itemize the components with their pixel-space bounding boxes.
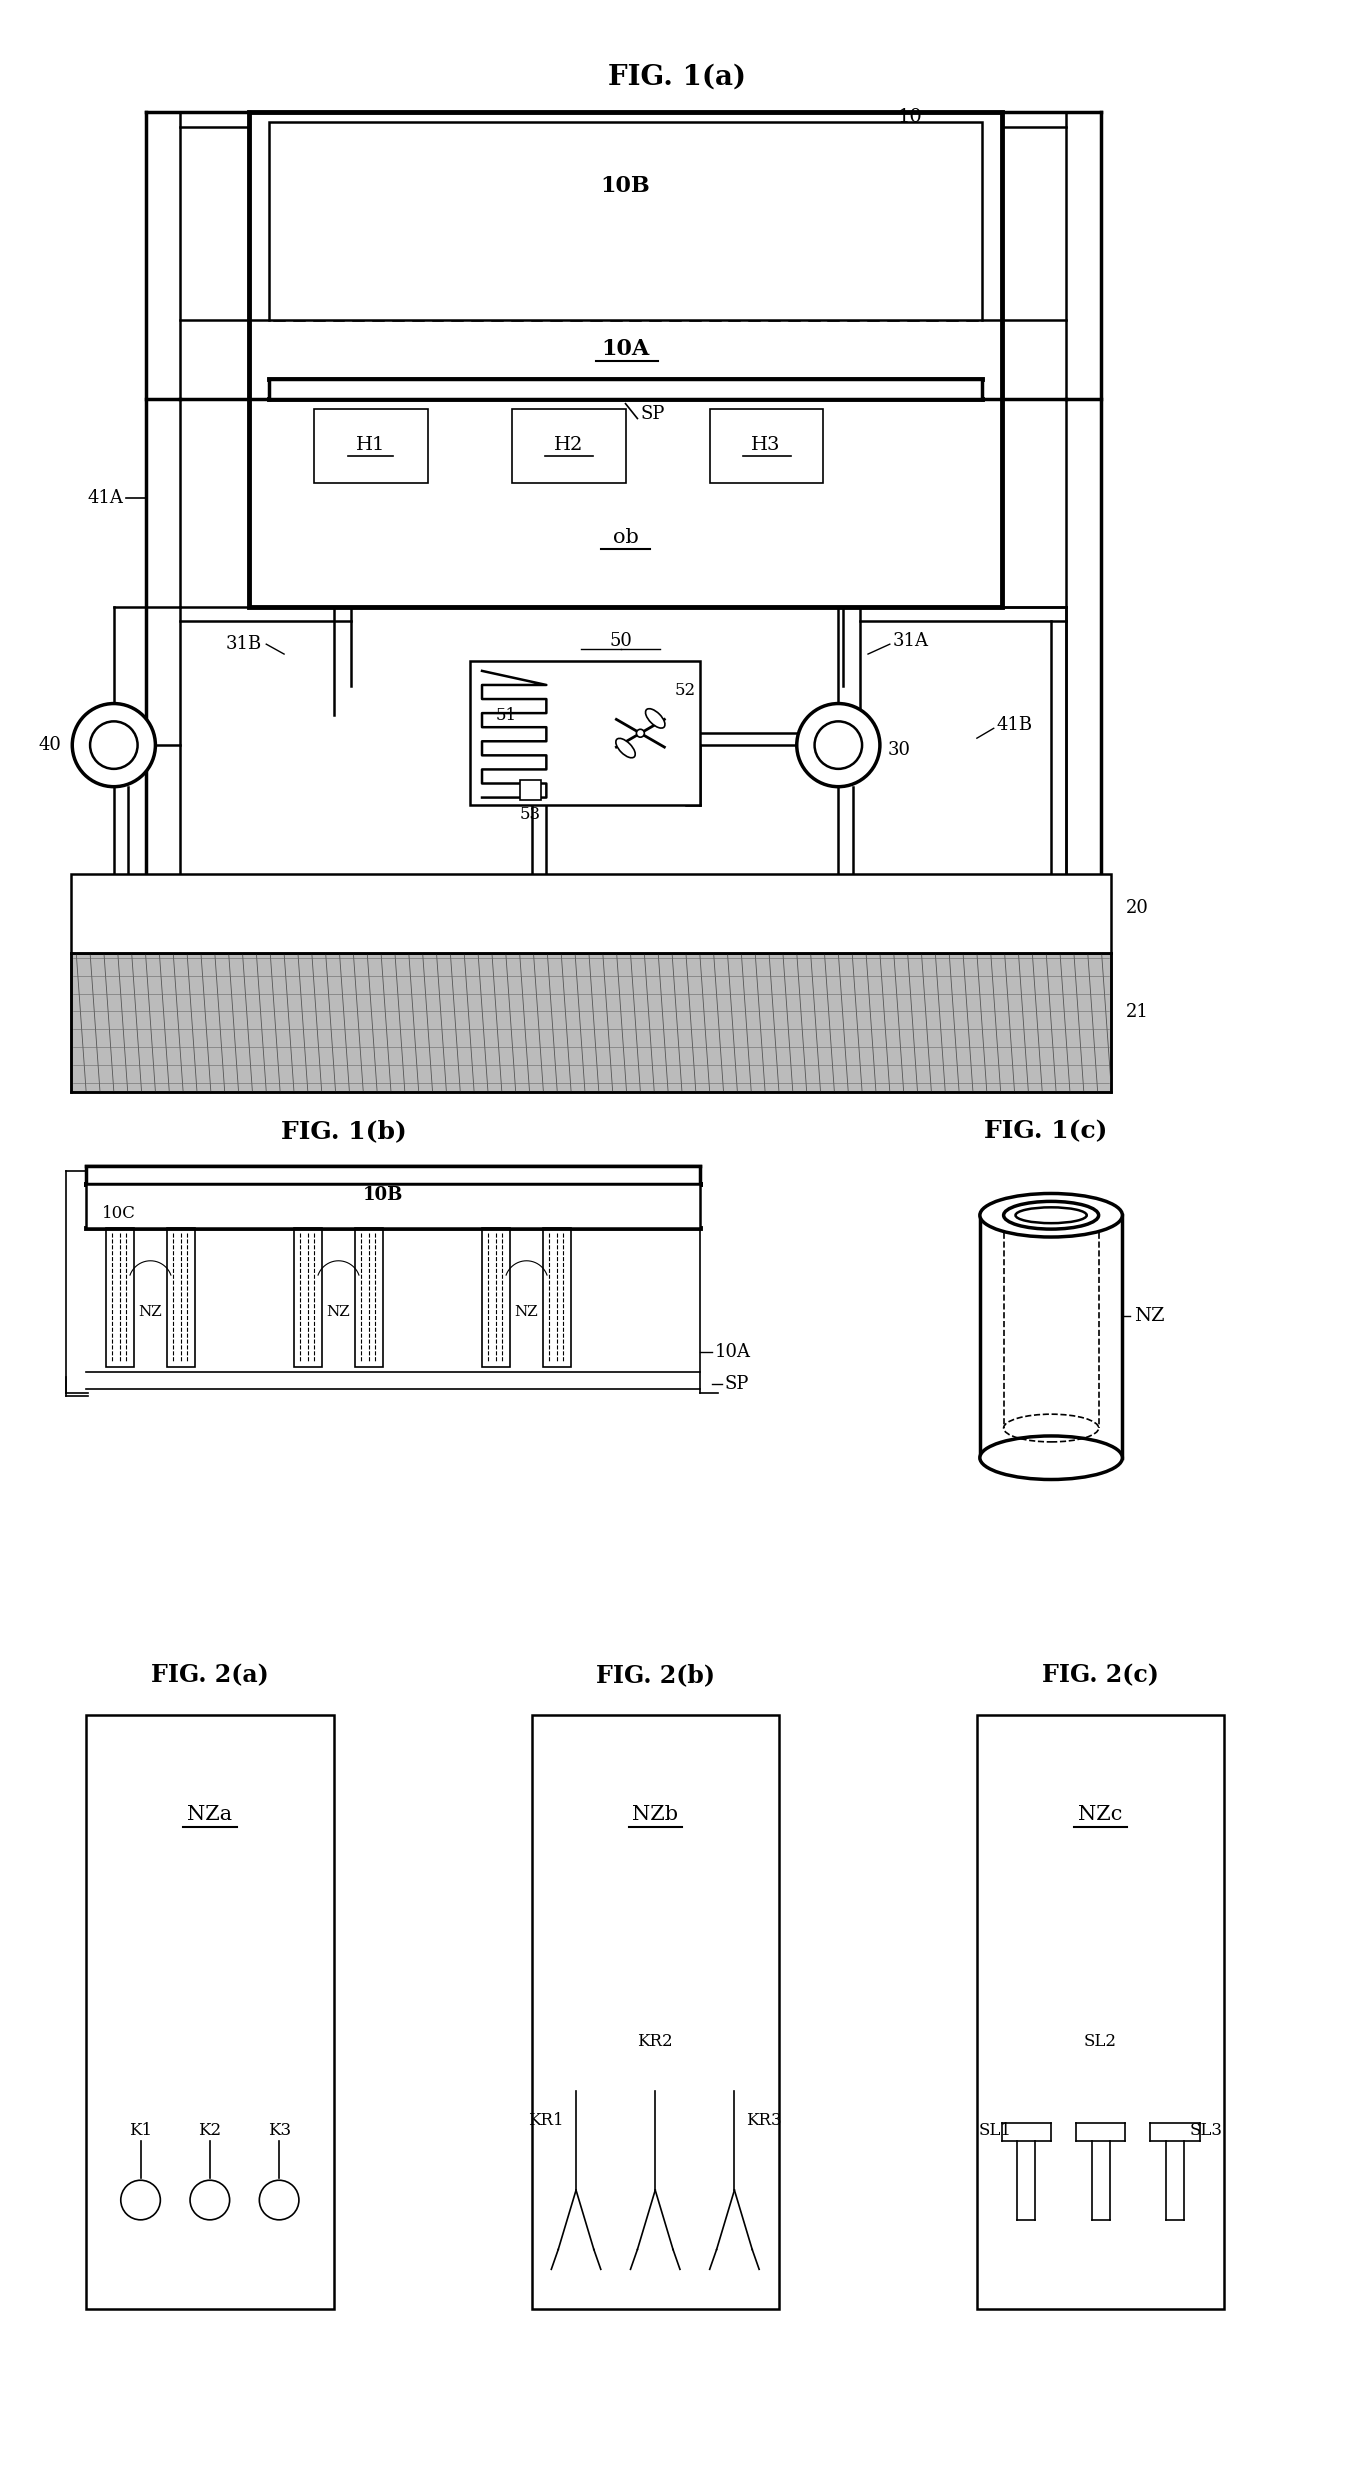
Text: 10A: 10A: [601, 337, 650, 359]
Bar: [269, 121, 982, 320]
Text: FIG. 2(a): FIG. 2(a): [150, 1663, 268, 1688]
Bar: [87, 1715, 333, 2309]
Text: SP: SP: [640, 404, 665, 424]
Text: 31B: 31B: [226, 634, 263, 654]
Circle shape: [636, 729, 645, 736]
Text: 52: 52: [676, 681, 696, 699]
Ellipse shape: [646, 709, 665, 729]
Ellipse shape: [980, 1435, 1122, 1479]
Text: KR1: KR1: [528, 2111, 565, 2129]
Ellipse shape: [980, 1194, 1122, 1237]
Text: 53: 53: [520, 805, 542, 823]
Text: NZb: NZb: [632, 1804, 678, 1824]
Bar: [269, 379, 982, 399]
Text: FIG. 1(c): FIG. 1(c): [984, 1120, 1108, 1142]
Text: NZ: NZ: [1135, 1308, 1164, 1326]
Bar: [532, 1715, 779, 2309]
Text: SL3: SL3: [1190, 2121, 1223, 2139]
Text: KR2: KR2: [638, 2032, 673, 2049]
Text: H1: H1: [356, 436, 385, 453]
Text: SL2: SL2: [1085, 2032, 1117, 2049]
Circle shape: [815, 721, 862, 768]
Circle shape: [91, 721, 138, 768]
Bar: [482, 1229, 509, 1368]
Bar: [87, 1165, 700, 1184]
Text: FIG. 1(a): FIG. 1(a): [608, 64, 746, 92]
Text: 50: 50: [609, 632, 632, 649]
Text: 10C: 10C: [102, 1204, 135, 1222]
Bar: [87, 1184, 700, 1229]
Bar: [249, 112, 1002, 607]
Text: NZa: NZa: [187, 1804, 233, 1824]
Text: SP: SP: [724, 1375, 749, 1393]
Text: NZc: NZc: [1078, 1804, 1122, 1824]
Bar: [543, 1229, 571, 1368]
Text: 30: 30: [888, 741, 911, 758]
Bar: [106, 1229, 134, 1368]
Text: K2: K2: [198, 2121, 222, 2139]
Text: FIG. 2(b): FIG. 2(b): [596, 1663, 715, 1688]
Text: 20: 20: [1125, 900, 1148, 917]
Circle shape: [121, 2181, 160, 2220]
Text: KR3: KR3: [746, 2111, 781, 2129]
Text: 21: 21: [1125, 1004, 1148, 1021]
Text: 10B: 10B: [601, 176, 650, 196]
Bar: [520, 781, 542, 800]
Text: NZ: NZ: [326, 1306, 351, 1318]
Text: 51: 51: [496, 706, 517, 724]
Text: 40: 40: [38, 736, 61, 753]
Text: K3: K3: [268, 2121, 291, 2139]
Text: 10A: 10A: [715, 1343, 750, 1360]
Text: 41B: 41B: [997, 716, 1033, 733]
Bar: [709, 409, 823, 483]
Ellipse shape: [616, 738, 635, 758]
Text: NZ: NZ: [515, 1306, 539, 1318]
Bar: [72, 954, 1110, 1090]
Text: ob: ob: [612, 528, 638, 548]
Text: FIG. 1(b): FIG. 1(b): [280, 1120, 406, 1142]
Bar: [294, 1229, 322, 1368]
Bar: [470, 662, 700, 805]
Bar: [72, 875, 1110, 954]
Ellipse shape: [1003, 1202, 1098, 1229]
Text: H3: H3: [751, 436, 781, 453]
Circle shape: [72, 704, 156, 786]
Bar: [512, 409, 626, 483]
Text: FIG. 2(c): FIG. 2(c): [1043, 1663, 1159, 1688]
Text: 41A: 41A: [88, 488, 123, 506]
Bar: [976, 1715, 1224, 2309]
Circle shape: [190, 2181, 230, 2220]
Bar: [314, 409, 428, 483]
Circle shape: [796, 704, 880, 786]
Bar: [168, 1229, 195, 1368]
Bar: [355, 1229, 383, 1368]
Text: 10B: 10B: [363, 1187, 403, 1204]
Text: NZ: NZ: [138, 1306, 162, 1318]
Text: 10: 10: [872, 107, 922, 144]
Ellipse shape: [1016, 1207, 1087, 1224]
Text: H2: H2: [554, 436, 582, 453]
Text: 31A: 31A: [892, 632, 929, 649]
Circle shape: [260, 2181, 299, 2220]
Text: K1: K1: [129, 2121, 152, 2139]
Text: SL1: SL1: [979, 2121, 1011, 2139]
